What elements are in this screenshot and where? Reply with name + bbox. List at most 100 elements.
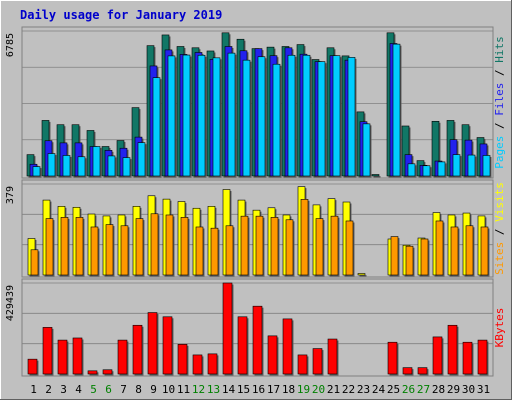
bar-pages-day-17 [272, 63, 281, 177]
bar-kbytes-day-8 [132, 324, 143, 375]
x-axis-labels: 1 2 3 4 5 6 7 8 9 10 11 12 13 14 15 16 17 18 19 20 21 22 23 24 2… [30, 383, 490, 396]
bar-kbytes-day-7 [117, 339, 128, 375]
bar-sites-day-21 [330, 215, 339, 276]
x-tick-day-30: 30 [462, 383, 475, 396]
x-tick-day-5: 5 [90, 383, 97, 396]
x-tick-day-14: 14 [222, 383, 236, 396]
x-tick-day-13: 13 [207, 383, 220, 396]
bar-kbytes-day-27 [417, 367, 428, 375]
x-tick-day-9: 9 [150, 383, 157, 396]
bar-pages-day-5 [92, 146, 101, 177]
bar-pages-day-12 [197, 54, 206, 177]
bar-sites-day-1 [30, 249, 39, 276]
legend-part-2: / [493, 116, 506, 136]
bar-pages-day-18 [287, 54, 296, 177]
x-tick-day-24: 24 [372, 383, 386, 396]
bar-sites-day-30 [465, 225, 474, 276]
x-tick-day-18: 18 [282, 383, 295, 396]
legend-part-3: Files [493, 83, 506, 116]
x-tick-day-27: 27 [417, 383, 430, 396]
bar-sites-day-2 [45, 218, 54, 276]
panel-2-ytick-label: 379 [5, 186, 16, 204]
bar-pages-day-23 [362, 123, 371, 177]
x-tick-day-20: 20 [312, 383, 325, 396]
bar-pages-day-4 [77, 156, 86, 177]
bar-pages-day-26 [407, 163, 416, 177]
x-tick-day-10: 10 [162, 383, 175, 396]
bar-kbytes-day-14 [222, 282, 233, 375]
bar-sites-day-25 [390, 236, 399, 276]
bar-kbytes-day-30 [462, 341, 473, 375]
bar-pages-day-28 [437, 161, 446, 177]
x-tick-day-7: 7 [120, 383, 127, 396]
x-tick-day-2: 2 [45, 383, 52, 396]
bar-kbytes-day-10 [162, 316, 173, 375]
bar-pages-day-29 [452, 154, 461, 177]
bar-sites-day-29 [450, 226, 459, 276]
panel-1-ytick-label: 6785 [5, 33, 16, 57]
bar-kbytes-day-28 [432, 336, 443, 375]
bar-hits-day-24 [371, 174, 380, 177]
bar-kbytes-day-26 [402, 367, 413, 375]
bar-pages-day-22 [347, 57, 356, 177]
bar-sites-day-11 [180, 217, 189, 276]
x-tick-day-16: 16 [252, 383, 265, 396]
bar-sites-day-14 [225, 225, 234, 276]
bar-sites-day-8 [135, 218, 144, 276]
bar-pages-day-16 [257, 56, 266, 177]
bar-pages-day-30 [467, 154, 476, 177]
bar-sites-day-9 [150, 213, 159, 276]
bar-kbytes-day-2 [42, 327, 53, 375]
bar-pages-day-7 [122, 157, 131, 177]
legend-part-2: / [493, 222, 506, 242]
bar-sites-day-17 [270, 217, 279, 276]
bar-pages-day-31 [482, 155, 491, 177]
bar-kbytes-day-29 [447, 324, 458, 375]
bar-kbytes-day-15 [237, 316, 248, 375]
bar-kbytes-day-11 [177, 344, 188, 375]
bar-kbytes-day-19 [297, 354, 308, 375]
chart-panels: 6785 Pages / Files / Hits 379 Sites / Visit… [5, 26, 506, 377]
x-tick-day-28: 28 [432, 383, 445, 396]
bar-kbytes-day-21 [327, 338, 338, 375]
x-tick-day-21: 21 [327, 383, 340, 396]
x-tick-day-1: 1 [30, 383, 37, 396]
bar-sites-day-4 [75, 217, 84, 276]
bar-kbytes-day-5 [87, 370, 98, 375]
bar-pages-day-1 [32, 166, 41, 177]
panel-1-legend-label: Pages / Files / Hits [493, 36, 506, 169]
panel-2-legend-label: Sites / Visits [493, 182, 506, 275]
bar-sites-day-26 [405, 245, 414, 276]
legend-part-1: Sites [493, 242, 506, 275]
bar-sites-day-6 [105, 224, 114, 276]
bar-sites-day-19 [300, 199, 309, 276]
bar-visits-day-23 [357, 273, 366, 276]
bar-kbytes-day-16 [252, 305, 263, 375]
bar-pages-day-10 [167, 55, 176, 177]
bar-sites-day-18 [285, 219, 294, 276]
bar-kbytes-day-4 [72, 337, 83, 375]
panel-1: 6785 Pages / Files / Hits [5, 26, 506, 179]
bar-pages-day-21 [332, 55, 341, 177]
bar-sites-day-31 [480, 226, 489, 276]
bar-pages-day-2 [47, 153, 56, 177]
bar-pages-day-19 [302, 54, 311, 177]
legend-part-3: Visits [493, 182, 506, 222]
x-tick-day-25: 25 [387, 383, 400, 396]
panel-3-ytick-label: 429439 [5, 285, 16, 321]
bar-sites-day-10 [165, 214, 174, 276]
legend-part-4: / [493, 63, 506, 83]
x-tick-day-4: 4 [75, 383, 82, 396]
bar-sites-day-15 [240, 215, 249, 276]
bar-pages-day-3 [62, 155, 71, 177]
bar-kbytes-day-12 [192, 354, 203, 375]
bar-sites-day-7 [120, 225, 129, 276]
panel-3: 429439 KBytes [5, 278, 506, 377]
bar-pages-day-6 [107, 155, 116, 177]
bar-pages-day-20 [317, 61, 326, 177]
legend-part-1: KBytes [493, 308, 506, 348]
bar-kbytes-day-18 [282, 318, 293, 375]
x-tick-day-3: 3 [60, 383, 67, 396]
chart-title: Daily usage for January 2019 [20, 8, 222, 22]
